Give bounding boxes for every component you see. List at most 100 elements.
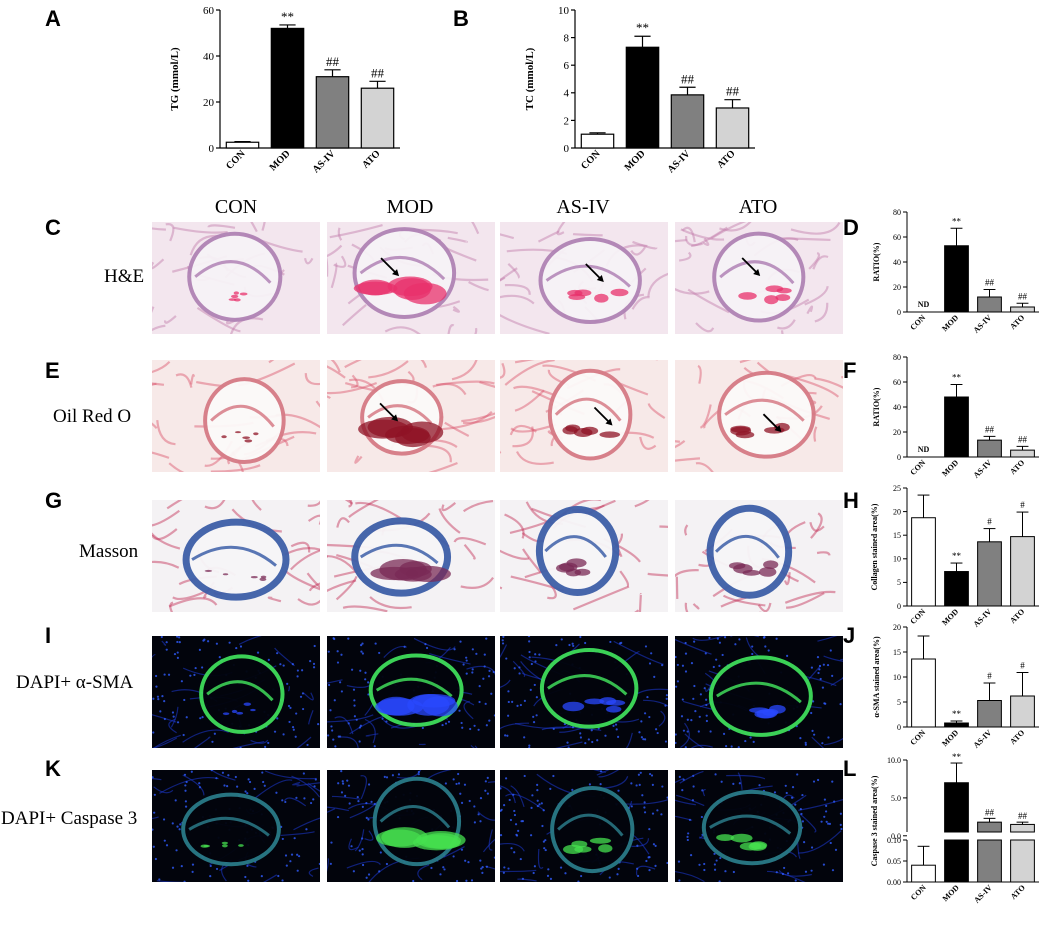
chart-l-bar-lower-ato [1010, 839, 1035, 883]
chart-f-category-label: MOD [940, 458, 960, 478]
chart-h-significance-label: # [1020, 500, 1025, 510]
panel-letter-b: B [453, 6, 469, 31]
column-header-mod: MOD [386, 196, 434, 218]
chart-l-category-label: MOD [941, 883, 961, 903]
chart-l-bar-upper-asiv [977, 821, 1002, 833]
chart-j-y-tick-label: 0 [897, 723, 901, 732]
panel-letter-g: G [45, 488, 63, 513]
chart-b-bar-con [580, 133, 615, 149]
chart-a-category-label: ATO [360, 148, 383, 171]
chart-b-category-label: MOD [623, 148, 648, 173]
chart-l-significance-label: ## [985, 807, 995, 817]
panel-letter-j: J [843, 623, 856, 648]
chart-j-y-tick-label: 20 [893, 623, 901, 632]
chart-a-significance-label: ** [281, 9, 294, 24]
chart-d-category-label: CON [908, 313, 927, 332]
micrograph-masson-asiv [500, 500, 668, 612]
chart-a-significance-label: ## [371, 65, 385, 80]
micrograph-oil-con [152, 360, 320, 472]
chart-b-significance-label: ** [636, 20, 649, 35]
chart-a-bar-asiv [315, 76, 350, 149]
tissue-image [500, 360, 666, 466]
panel-letter-i: I [45, 623, 52, 648]
chart-l-bar-upper-mod [944, 782, 969, 833]
micrograph-casp-ato [675, 770, 843, 882]
chart-d-category-label: AS-IV [972, 313, 994, 335]
chart-a-bar-ato [360, 87, 395, 149]
row-label-dapi-sma: DAPI+ α-SMA [16, 672, 134, 693]
chart-h-y-tick-label: 15 [893, 531, 901, 540]
tissue-image [675, 360, 843, 472]
chart-l-bar-lower-con [911, 864, 936, 883]
chart-f-significance-label: ND [918, 445, 930, 454]
chart-f-significance-label: ## [985, 424, 995, 434]
micrograph-sma-mod [327, 636, 495, 748]
chart-d-significance-label: ## [985, 278, 995, 288]
tissue-image [675, 504, 836, 612]
chart-b-tc: 0 2 4 6 8 10 TC (mmol/L) CON ** MOD ## AS-IV ## ATO [524, 5, 755, 175]
chart-d-bar-asiv [977, 296, 1002, 313]
chart-d-bar-mod [944, 245, 969, 313]
chart-h-significance-label: ** [952, 551, 962, 561]
micrograph-casp-mod [327, 770, 495, 882]
tissue-image [500, 770, 668, 882]
chart-d-y-tick-label: 40 [893, 258, 901, 267]
chart-h-y-tick-label: 10 [893, 555, 901, 564]
chart-f-y-tick-label: 40 [893, 403, 901, 412]
tissue-image [327, 770, 495, 882]
panel-letter-l: L [843, 756, 857, 781]
chart-h-bar-ato [1010, 536, 1035, 607]
tissue-image [675, 770, 843, 882]
chart-j-bar-con [911, 658, 936, 728]
tissue-image [327, 637, 495, 748]
micrograph-masson-con [152, 500, 320, 612]
chart-l-category-label: AS-IV [972, 883, 994, 905]
chart-l-significance-label: ** [952, 752, 962, 762]
chart-a-y-tick-label: 60 [203, 5, 215, 17]
chart-j-bar-asiv [977, 700, 1002, 728]
chart-a-significance-label: ## [326, 54, 340, 69]
chart-b-category-label: ATO [715, 148, 738, 171]
chart-l-y-label: Caspase 3 stained area(%) [870, 775, 879, 866]
chart-j-category-label: AS-IV [972, 728, 994, 750]
chart-f-category-label: CON [908, 458, 927, 477]
chart-d-y-label: RATIO(%) [872, 242, 881, 281]
chart-b-category-label: CON [579, 148, 603, 172]
chart-j-y-tick-label: 10 [893, 673, 901, 682]
chart-j-y-tick-label: 15 [893, 648, 901, 657]
chart-f-y-label: RATIO(%) [872, 387, 881, 426]
chart-h-bar-asiv [977, 541, 1002, 607]
tissue-image [500, 500, 668, 612]
chart-l-y-tick-label: 0.00 [887, 878, 901, 887]
chart-h-y-tick-label: 20 [893, 507, 901, 516]
chart-j-significance-label: ** [952, 709, 962, 719]
chart-a-y-tick-label: 40 [203, 51, 215, 63]
panel-letter-k: K [45, 756, 61, 781]
micrograph-sma-asiv [500, 636, 668, 748]
chart-l-bar-lower-mod [944, 839, 969, 883]
chart-a-y-label: TG (mmol/L) [169, 47, 181, 111]
chart-l-y-tick-label: 10.0 [887, 756, 901, 765]
chart-d-y-tick-label: 80 [893, 208, 901, 217]
micrograph-oil-mod [327, 360, 495, 472]
chart-d-category-label: MOD [940, 313, 960, 333]
chart-j-sma: 0 5 10 15 20 α-SMA stained area(%) CON ** MOD # AS… [872, 623, 1039, 750]
chart-a-category-label: MOD [268, 148, 293, 173]
tissue-image [152, 500, 320, 612]
micrograph-casp-con [152, 770, 320, 882]
chart-b-bar-asiv [670, 94, 705, 149]
chart-d-bar-ato [1010, 306, 1035, 313]
chart-b-y-tick-label: 0 [564, 143, 570, 155]
chart-h-bar-con [911, 517, 936, 607]
chart-f-y-tick-label: 20 [893, 428, 901, 437]
chart-j-y-label: α-SMA stained area(%) [872, 636, 881, 718]
micrograph-sma-ato [675, 636, 843, 748]
chart-j-category-label: CON [908, 728, 927, 747]
micrograph-oil-asiv [500, 360, 668, 472]
panel-letter-d: D [843, 215, 859, 240]
chart-a-y-tick-label: 0 [209, 143, 215, 155]
micrograph-casp-asiv [500, 770, 668, 882]
chart-f-y-tick-label: 0 [897, 453, 901, 462]
chart-a-category-label: CON [224, 148, 248, 172]
chart-f-y-tick-label: 80 [893, 353, 901, 362]
